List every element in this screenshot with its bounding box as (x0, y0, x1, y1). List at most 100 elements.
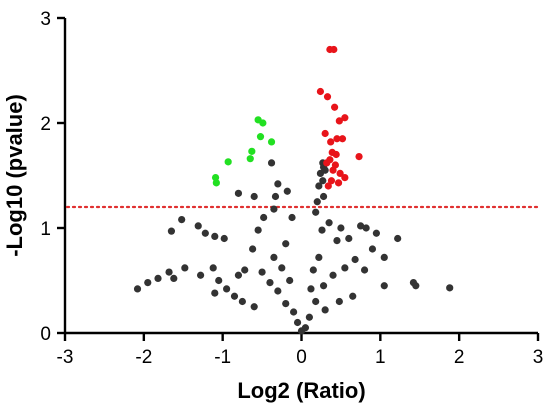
data-point-up (338, 135, 347, 143)
data-point-ns (241, 266, 249, 274)
data-point-up (335, 117, 343, 125)
data-point-ns (319, 177, 327, 185)
data-point-ns (380, 282, 388, 290)
data-point-ns (238, 297, 246, 306)
data-point-ns (234, 271, 243, 279)
data-point-ns (319, 192, 328, 201)
data-point-ns (305, 313, 313, 321)
y-tick-label: 2 (40, 114, 51, 135)
data-point-down (212, 179, 220, 187)
data-point-up (329, 166, 337, 174)
data-point-down (224, 158, 232, 166)
data-point-up (327, 138, 335, 146)
data-point-ns (258, 268, 266, 276)
data-point-ns (286, 276, 294, 285)
data-point-ns (325, 219, 333, 227)
data-point-ns (293, 318, 302, 327)
data-point-ns (133, 285, 142, 293)
data-point-ns (368, 245, 377, 253)
data-point-ns (181, 264, 189, 272)
data-point-ns (349, 292, 357, 300)
data-point-ns (288, 213, 296, 222)
data-point-ns (335, 297, 343, 306)
data-point-ns (209, 264, 217, 272)
data-point-up (316, 87, 325, 96)
data-point-ns (170, 274, 178, 282)
data-point-up (323, 159, 331, 167)
data-point-ns (249, 245, 257, 253)
data-point-ns (230, 292, 239, 300)
data-point-down (248, 147, 256, 155)
data-point-ns (290, 308, 298, 316)
data-point-ns (215, 276, 223, 285)
data-point-ns (333, 237, 341, 245)
x-tick-label: 1 (375, 347, 386, 368)
data-point-ns (194, 222, 202, 230)
data-point-up (341, 114, 349, 122)
data-point-ns (223, 285, 231, 293)
x-tick-label: 2 (454, 347, 465, 368)
data-point-ns (211, 289, 219, 297)
data-point-ns (274, 287, 282, 295)
data-point-ns (282, 240, 290, 248)
x-tick-label: -2 (135, 347, 152, 368)
x-tick-label: -1 (214, 347, 231, 368)
data-point-ns (260, 213, 268, 222)
y-tick-label: 0 (40, 324, 51, 345)
data-point-ns (165, 268, 173, 276)
data-point-ns (254, 226, 262, 234)
data-point-ns (315, 253, 323, 261)
x-tick-label: -3 (57, 347, 74, 368)
data-point-ns (282, 300, 290, 308)
data-point-ns (312, 208, 320, 216)
data-point-ns (351, 255, 359, 264)
data-point-ns (278, 264, 286, 272)
data-point-down (246, 155, 254, 163)
data-point-ns (394, 234, 402, 243)
data-point-up (332, 150, 340, 159)
data-point-ns (234, 189, 243, 197)
data-point-ns (196, 271, 205, 279)
data-point-ns (178, 216, 186, 224)
data-point-ns (313, 198, 321, 206)
data-point-up (331, 103, 339, 111)
data-point-up (341, 174, 349, 182)
y-tick-label: 1 (40, 219, 51, 240)
data-point-ns (211, 232, 219, 240)
data-point-ns (270, 253, 278, 261)
data-point-up (324, 182, 332, 190)
data-point-ns (250, 303, 258, 311)
data-point-ns (301, 324, 310, 332)
x-axis-label: Log2 (Ratio) (237, 378, 365, 403)
data-point-up (334, 179, 343, 187)
data-point-ns (337, 224, 345, 232)
axes: -3 -2 -1 0 1 2 3 0 1 2 3 (40, 9, 543, 368)
data-point-up (336, 169, 344, 177)
data-points (133, 45, 454, 335)
data-point-ns (154, 274, 162, 282)
data-point-ns (341, 264, 349, 272)
data-point-ns (250, 192, 258, 201)
data-point-ns (307, 285, 315, 293)
data-point-ns (271, 192, 280, 201)
data-point-up (327, 177, 336, 185)
data-point-up (333, 135, 341, 143)
data-point-ns (266, 279, 274, 287)
data-point-ns (319, 282, 328, 290)
data-point-ns (283, 187, 291, 195)
data-point-up (355, 153, 363, 161)
data-point-ns (309, 266, 317, 274)
data-point-down (267, 138, 276, 146)
data-point-up (323, 93, 332, 101)
data-point-ns (345, 234, 353, 243)
data-point-ns (412, 282, 420, 290)
data-point-ns (167, 227, 176, 235)
x-tick-label: 3 (533, 347, 544, 368)
data-point-ns (312, 297, 320, 306)
data-point-ns (357, 222, 365, 230)
data-point-down (256, 133, 265, 141)
y-tick-label: 3 (40, 9, 51, 30)
data-point-ns (270, 205, 278, 213)
data-point-ns (380, 253, 388, 261)
data-point-ns (201, 229, 209, 237)
